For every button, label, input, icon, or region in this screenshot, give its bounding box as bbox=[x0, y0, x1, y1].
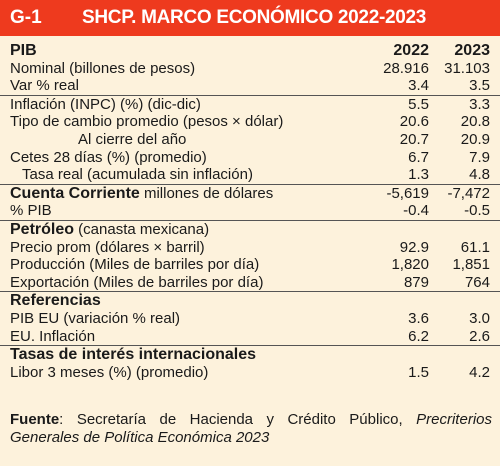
value-2023: 3.0 bbox=[469, 309, 490, 327]
value-2022: 5.5 bbox=[408, 95, 429, 113]
value-2022: 28.916 bbox=[383, 59, 429, 77]
value-2022: 3.4 bbox=[408, 77, 429, 95]
value-2023: 31.103 bbox=[444, 59, 490, 77]
value-2023: 4.2 bbox=[469, 363, 490, 381]
source-text: : Secretaría de Hacienda y Crédito Públi… bbox=[59, 411, 417, 428]
row-label: Precio prom (dólares × barril) bbox=[10, 238, 205, 256]
row-label: Tasa real (acumulada sin inflación) bbox=[22, 166, 253, 184]
value-2023: 4.8 bbox=[469, 166, 490, 184]
table-row: PIB EU (variación % real) 3.6 3.0 bbox=[0, 310, 500, 328]
table-row: Inflación (INPC) (%) (dic-dic) 5.5 3.3 bbox=[0, 96, 500, 114]
source-note: Fuente: Secretaría de Hacienda y Crédito… bbox=[10, 411, 492, 447]
row-label: Tipo de cambio promedio (pesos × dólar) bbox=[10, 113, 284, 131]
table-row: Precio prom (dólares × barril) 92.9 61.1 bbox=[0, 239, 500, 257]
row-label: Al cierre del año bbox=[78, 130, 187, 148]
table-row: PIB 2022 2023 bbox=[0, 42, 500, 60]
data-table: PIB 2022 2023 Nominal (billones de pesos… bbox=[0, 42, 500, 381]
row-label-suffix: (canasta mexicana) bbox=[74, 220, 210, 238]
header-bar: G-1 SHCP. MARCO ECONÓMICO 2022-2023 bbox=[0, 0, 500, 36]
table-row: Petróleo (canasta mexicana) bbox=[0, 221, 500, 239]
section-heading-referencias: Referencias bbox=[10, 292, 101, 310]
value-2023: 7.9 bbox=[469, 148, 490, 166]
row-label: PIB EU (variación % real) bbox=[10, 309, 181, 327]
value-2022: 20.7 bbox=[399, 130, 429, 148]
row-label: Petróleo (canasta mexicana) bbox=[10, 221, 209, 239]
source-publication: Precriterios Generales de Política Econó… bbox=[10, 411, 492, 446]
section-heading-petroleo: Petróleo bbox=[10, 220, 75, 238]
table-row: Libor 3 meses (%) (promedio) 1.5 4.2 bbox=[0, 364, 500, 382]
row-label: Nominal (billones de pesos) bbox=[10, 59, 196, 77]
value-2022: 1,820 bbox=[391, 256, 429, 274]
value-2022: 92.9 bbox=[399, 238, 429, 256]
table-row: Tasa real (acumulada sin inflación) 1.3 … bbox=[0, 166, 500, 185]
value-2023: 20.8 bbox=[460, 113, 490, 131]
section-heading-pib: PIB bbox=[10, 42, 37, 59]
table-row: % PIB -0.4 -0.5 bbox=[0, 202, 500, 221]
row-label: EU. Inflación bbox=[10, 327, 96, 345]
row-label: Libor 3 meses (%) (promedio) bbox=[10, 363, 209, 381]
value-2022: 6.2 bbox=[408, 327, 429, 345]
table-row: Cetes 28 días (%) (promedio) 6.7 7.9 bbox=[0, 149, 500, 167]
row-label: Inflación (INPC) (%) (dic-dic) bbox=[10, 95, 201, 113]
row-label: Producción (Miles de barriles por día) bbox=[10, 256, 260, 274]
section-heading-tasas: Tasas de interés internacionales bbox=[10, 346, 257, 364]
column-header-2023: 2023 bbox=[454, 42, 490, 59]
table-row: Producción (Miles de barriles por día) 1… bbox=[0, 256, 500, 274]
value-2023: 3.5 bbox=[469, 77, 490, 95]
value-2022: 20.6 bbox=[399, 113, 429, 131]
value-2023: 3.3 bbox=[469, 95, 490, 113]
value-2023: 2.6 bbox=[469, 327, 490, 345]
value-2022: 3.6 bbox=[408, 309, 429, 327]
value-2023: 764 bbox=[464, 273, 490, 291]
table-row: Exportación (Miles de barriles por día) … bbox=[0, 274, 500, 293]
value-2022: 1.5 bbox=[408, 363, 429, 381]
value-2023: 20.9 bbox=[460, 130, 490, 148]
table-row: Cuenta Corriente millones de dólares -5,… bbox=[0, 185, 500, 203]
table-row: Tasas de interés internacionales bbox=[0, 346, 500, 364]
value-2022: 879 bbox=[403, 273, 429, 291]
value-2023: -0.5 bbox=[464, 202, 490, 220]
row-label: Cuenta Corriente millones de dólares bbox=[10, 185, 273, 203]
table-row: Nominal (billones de pesos) 28.916 31.10… bbox=[0, 60, 500, 78]
row-label: Exportación (Miles de barriles por día) bbox=[10, 273, 264, 291]
section-heading-cuenta-corriente: Cuenta Corriente bbox=[10, 184, 140, 202]
value-2022: -0.4 bbox=[403, 202, 429, 220]
row-label: Cetes 28 días (%) (promedio) bbox=[10, 148, 207, 166]
value-2022: 1.3 bbox=[408, 166, 429, 184]
row-label: Var % real bbox=[10, 77, 79, 95]
value-2023: 61.1 bbox=[460, 238, 490, 256]
table-row: EU. Inflación 6.2 2.6 bbox=[0, 328, 500, 347]
value-2023: 1,851 bbox=[452, 256, 490, 274]
figure-title: SHCP. MARCO ECONÓMICO 2022-2023 bbox=[82, 7, 427, 28]
value-2022: 6.7 bbox=[408, 148, 429, 166]
source-label: Fuente bbox=[10, 411, 60, 428]
table-row: Al cierre del año 20.7 20.9 bbox=[0, 131, 500, 149]
column-header-2022: 2022 bbox=[393, 42, 429, 59]
table-row: Referencias bbox=[0, 292, 500, 310]
row-label-suffix: millones de dólares bbox=[139, 184, 274, 202]
row-label: % PIB bbox=[10, 202, 52, 220]
figure-code: G-1 bbox=[10, 7, 42, 28]
value-2022: -5,619 bbox=[386, 184, 429, 202]
table-row: Tipo de cambio promedio (pesos × dólar) … bbox=[0, 113, 500, 131]
table-row: Var % real 3.4 3.5 bbox=[0, 77, 500, 96]
value-2023: -7,472 bbox=[447, 184, 490, 202]
